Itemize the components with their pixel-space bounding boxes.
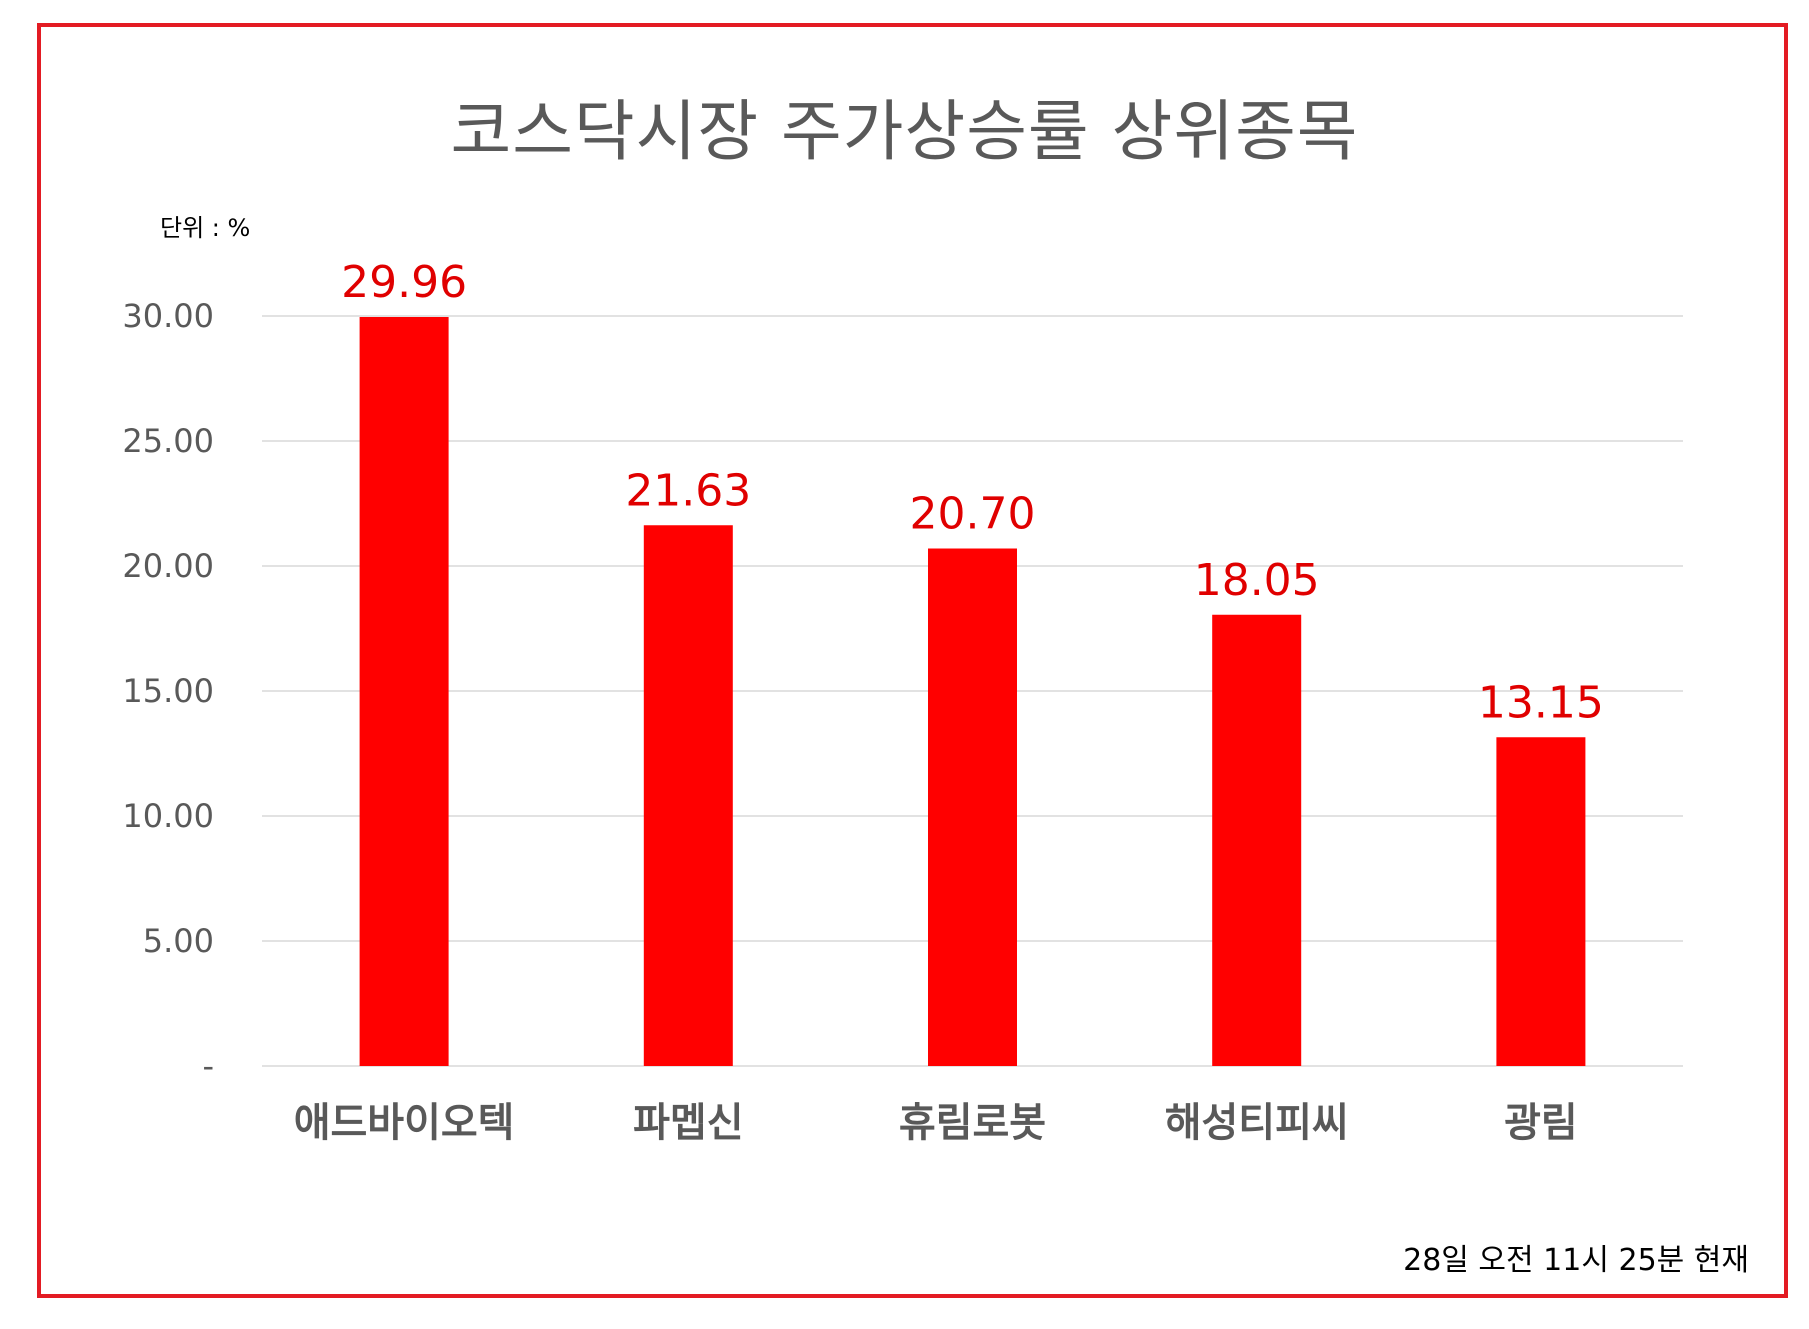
chart-frame [37, 23, 1788, 1298]
y-tick-label: 10.00 [122, 797, 214, 835]
y-tick-label: 30.00 [122, 297, 214, 335]
data-label: 13.15 [1478, 677, 1604, 728]
y-tick-label: 20.00 [122, 547, 214, 585]
x-tick-label: 파멥신 [633, 1100, 743, 1146]
x-tick-label: 애드바이오텍 [294, 1100, 515, 1146]
data-label: 21.63 [625, 465, 751, 516]
bar [1212, 614, 1302, 1066]
unit-label: 단위 : % [160, 214, 251, 242]
bar [643, 525, 733, 1066]
data-labels: 29.96 21.63 20.70 18.05 13.15 [341, 257, 1604, 728]
x-axis-ticks: 애드바이오텍 파멥신 휴림로봇 해성티피씨 광림 [294, 1100, 1578, 1146]
y-tick-label: 15.00 [122, 672, 214, 710]
bar [359, 317, 449, 1066]
data-label: 20.70 [910, 489, 1036, 540]
bar [928, 548, 1017, 1066]
chart-title: 코스닥시장 주가상승률 상위종목 [450, 93, 1359, 170]
x-tick-label: 휴림로봇 [899, 1100, 1046, 1146]
x-tick-label: 해성티피씨 [1165, 1100, 1349, 1146]
y-tick-label: - [202, 1047, 214, 1085]
bars [359, 317, 1586, 1066]
y-tick-label: 25.00 [122, 422, 214, 460]
y-axis-ticks: - 5.00 10.00 15.00 20.00 25.00 30.00 [122, 297, 214, 1085]
data-label: 29.96 [341, 257, 467, 308]
data-label: 18.05 [1194, 555, 1320, 606]
footnote: 28일 오전 11시 25분 현재 [1403, 1243, 1749, 1278]
x-tick-label: 광림 [1504, 1100, 1578, 1146]
y-tick-label: 5.00 [143, 922, 214, 960]
bar [1496, 737, 1586, 1066]
